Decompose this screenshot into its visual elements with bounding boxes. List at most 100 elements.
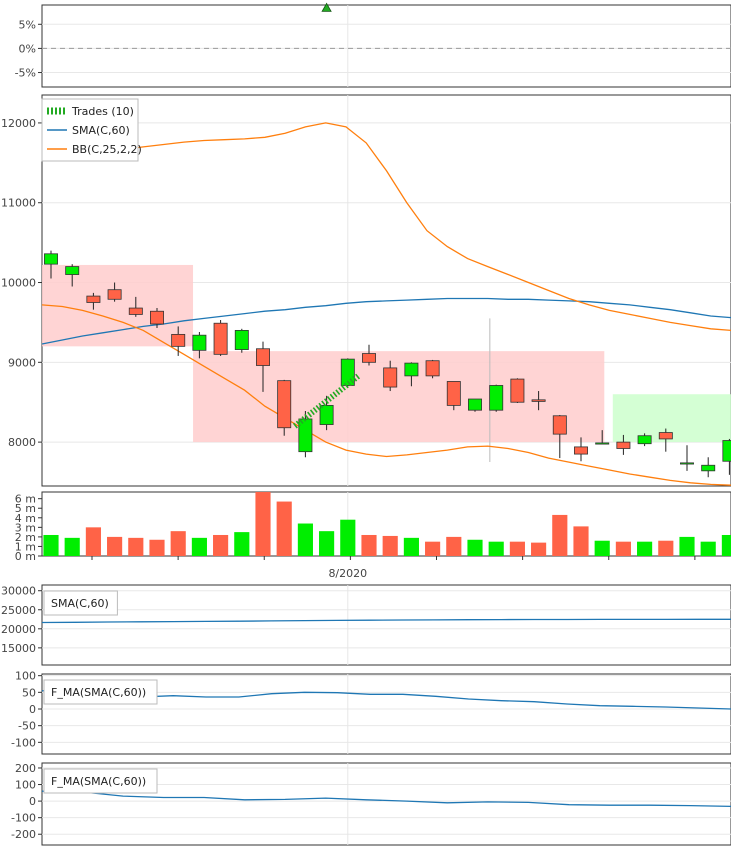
- volume-bar-down: [149, 539, 165, 556]
- returns-y-label: -5%: [15, 67, 36, 80]
- volume-bar-up: [340, 519, 356, 556]
- volume-bar-up: [488, 541, 504, 556]
- fma-indicator-panel-2-line: [41, 790, 731, 808]
- volume-bar-down: [382, 535, 398, 556]
- price-y-label: 8000: [8, 436, 36, 449]
- sma-indicator-panel-y-label: 15000: [1, 642, 36, 655]
- candle-up: [468, 398, 482, 411]
- price-y-label: 10000: [1, 277, 36, 290]
- candle-down: [446, 381, 461, 406]
- candle-up: [722, 440, 731, 462]
- volume-bar-up: [64, 537, 80, 556]
- fma-indicator-panel-1-y-label: 50: [22, 686, 36, 699]
- volume-y-label: 2 m: [15, 531, 36, 544]
- fma-indicator-panel-2-y-label: 100: [15, 779, 36, 792]
- candle-down: [128, 307, 143, 315]
- volume-bar-down: [425, 541, 441, 556]
- trade-hatched-line: [292, 373, 361, 429]
- sma-indicator-panel-y-label: 20000: [1, 623, 36, 636]
- price-y-label: 9000: [8, 356, 36, 369]
- candle-up: [234, 329, 249, 350]
- x-axis-date-label: 8/2020: [328, 567, 367, 580]
- candle-down: [552, 415, 567, 435]
- price-y-label: 11000: [1, 197, 36, 210]
- volume-y-label: 6 m: [15, 493, 36, 506]
- volume-bar-up: [319, 531, 335, 556]
- candle-up: [680, 462, 694, 465]
- returns-y-label: 0%: [19, 42, 36, 55]
- legend-label: SMA(C,60): [72, 124, 130, 137]
- trade-marker-triangle: [321, 2, 332, 12]
- returns-y-label: 5%: [19, 18, 36, 31]
- bb-upper-line: [41, 122, 731, 332]
- volume-bar-down: [446, 536, 462, 556]
- candle-down: [362, 353, 376, 363]
- candle-up: [298, 418, 313, 453]
- fma-indicator-panel-1-y-label: -100: [11, 736, 36, 749]
- volume-bar-up: [43, 534, 59, 556]
- volume-bar-down: [276, 501, 292, 556]
- volume-bar-up: [700, 541, 716, 556]
- volume-bar-up: [679, 536, 695, 556]
- candle-down: [616, 441, 631, 449]
- volume-bar-up: [721, 534, 731, 556]
- volume-y-label: 0 m: [15, 550, 36, 563]
- candle-down: [171, 333, 186, 347]
- fma-indicator-panel-2-y-label: -200: [11, 828, 36, 841]
- volume-y-label: 3 m: [15, 521, 36, 534]
- sma-indicator-panel-line: [41, 618, 731, 624]
- volume-bar-down: [361, 534, 377, 556]
- fma-indicator-panel-2-label: F_MA(SMA(C,60)): [51, 775, 146, 788]
- candle-down: [277, 380, 292, 429]
- candle-up: [44, 253, 58, 265]
- sma-indicator-panel-label: SMA(C,60): [51, 597, 109, 610]
- losing-trade-zone: [42, 264, 194, 347]
- candle-down: [510, 378, 525, 403]
- candle-down: [256, 348, 270, 366]
- volume-bar-down: [255, 492, 271, 556]
- volume-bar-down: [128, 537, 144, 556]
- candle-up: [489, 385, 504, 411]
- candle-up: [319, 405, 334, 425]
- volume-bar-down: [107, 536, 123, 556]
- candle-up: [637, 435, 652, 445]
- candle-up: [404, 362, 419, 377]
- candle-up: [701, 464, 716, 472]
- fma-indicator-panel-2-y-label: -100: [11, 812, 36, 825]
- volume-bar-down: [658, 540, 674, 556]
- volume-bar-up: [594, 540, 610, 556]
- volume-bar-up: [403, 537, 419, 556]
- volume-bar-up: [467, 539, 483, 556]
- fma-indicator-panel-1-label-box: [43, 679, 158, 705]
- fma-indicator-panel-2-label-box: [43, 768, 158, 794]
- candle-down: [658, 432, 673, 440]
- volume-bar-down: [531, 542, 547, 556]
- candle-up: [192, 334, 207, 351]
- volume-bar-up: [637, 541, 653, 556]
- fma-indicator-panel-1-y-label: 100: [15, 670, 36, 683]
- sma-indicator-panel-label-box: [43, 590, 118, 616]
- returns-panel: [41, 4, 731, 88]
- sma-indicator-panel: [41, 584, 731, 666]
- volume-bar-down: [615, 541, 631, 556]
- candle-down: [213, 322, 228, 355]
- volume-bar-down: [213, 534, 229, 556]
- volume-bar-up: [234, 532, 250, 556]
- volume-bar-down: [552, 514, 568, 556]
- losing-trade-zone: [193, 351, 605, 443]
- volume-bar-down: [85, 527, 101, 556]
- volume-bar-down: [573, 526, 589, 556]
- candle-down: [574, 446, 588, 455]
- fma-indicator-panel-1-y-label: -50: [18, 720, 36, 733]
- candle-down: [150, 310, 164, 325]
- volume-bar-up: [191, 537, 207, 556]
- candle-down: [86, 295, 101, 303]
- candle-down: [425, 360, 440, 377]
- legend-label: BB(C,25,2,2): [72, 143, 142, 156]
- fma-indicator-panel-2-y-label: 0: [29, 795, 36, 808]
- candle-down: [531, 399, 546, 402]
- volume-bar-up: [297, 523, 313, 556]
- volume-y-label: 1 m: [15, 540, 36, 553]
- bb-lower-line: [41, 304, 731, 486]
